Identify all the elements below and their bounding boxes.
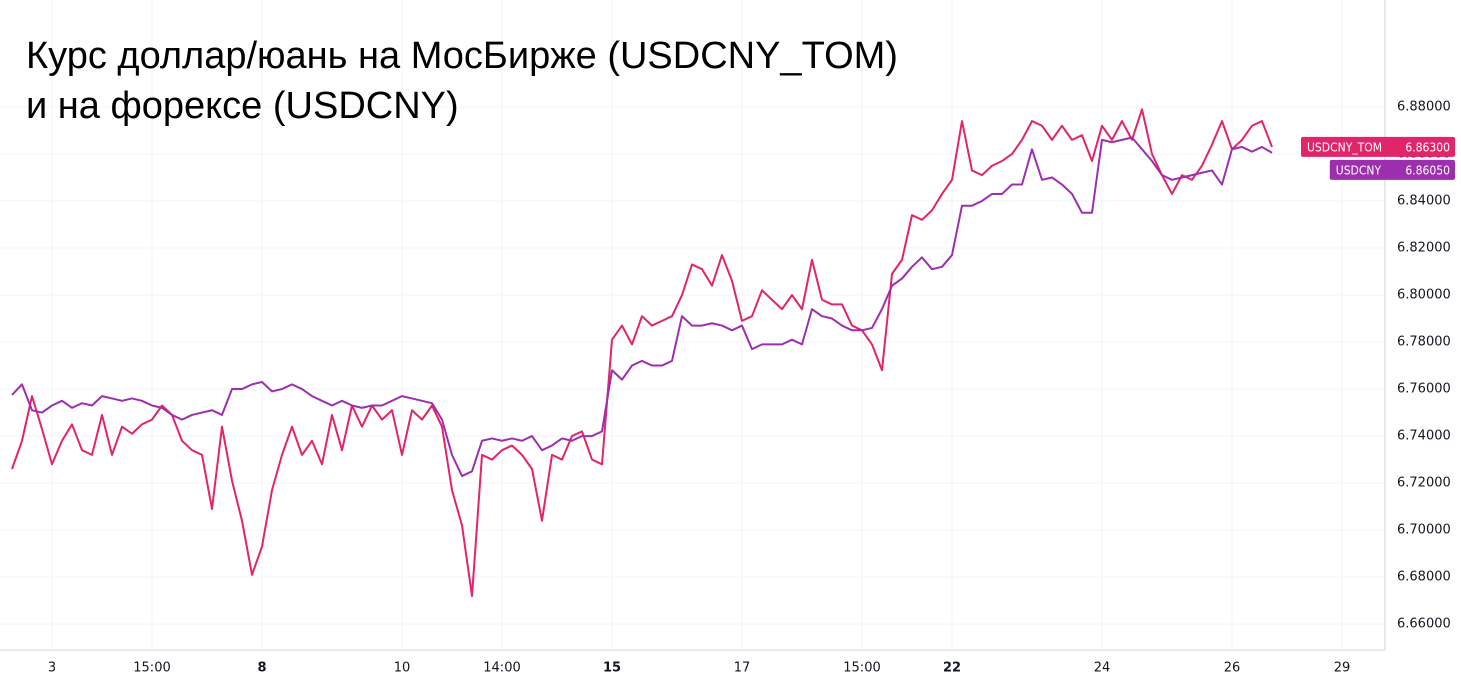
grid <box>0 0 1385 650</box>
y-tick-label: 6.78000 <box>1397 335 1451 350</box>
x-tick-label: 8 <box>257 661 266 676</box>
chart-title: Курс доллар/юань на МосБирже (USDCNY_TOM… <box>26 35 898 77</box>
x-tick-label: 29 <box>1334 661 1351 676</box>
y-tick-label: 6.68000 <box>1397 570 1451 585</box>
y-tick-label: 6.66000 <box>1397 617 1451 632</box>
plot <box>11 108 1273 597</box>
y-tick-label: 6.88000 <box>1397 99 1451 114</box>
x-tick-label: 14:00 <box>483 661 520 676</box>
series-line <box>11 108 1273 597</box>
x-tick-label: 3 <box>48 661 56 676</box>
y-tick-label: 6.80000 <box>1397 288 1451 303</box>
legend-label: USDCNY <box>1336 163 1382 177</box>
y-tick-label: 6.70000 <box>1397 523 1451 538</box>
x-tick-label: 15:00 <box>843 661 880 676</box>
price-tag: USDCNY_TOM 6.86300 <box>1301 136 1455 157</box>
price-tag-label: 6.86050 <box>1405 163 1450 177</box>
price-tag-box <box>1329 159 1455 180</box>
y-tick-label: 6.76000 <box>1397 382 1451 397</box>
series-line <box>11 136 1273 478</box>
price-tag: USDCNY 6.86050 <box>1329 159 1455 180</box>
price-tag-label: 6.86300 <box>1405 140 1450 154</box>
y-tick-label: 6.82000 <box>1397 241 1451 256</box>
x-tick-label: 22 <box>943 661 961 676</box>
legend-label: USDCNY_TOM <box>1307 140 1382 154</box>
x-tick-label: 17 <box>734 661 751 676</box>
x-tick-label: 26 <box>1224 661 1241 676</box>
y-tick-label: 6.74000 <box>1397 429 1451 444</box>
y-tick-label: 6.72000 <box>1397 476 1451 491</box>
chart-title: и на форексе (USDCNY) <box>26 85 459 127</box>
x-tick-label: 10 <box>394 661 411 676</box>
y-tick-label: 6.84000 <box>1397 193 1451 208</box>
x-tick-label: 24 <box>1094 661 1111 676</box>
x-tick-label: 15 <box>603 661 621 676</box>
price-tag-box <box>1301 136 1455 157</box>
x-tick-label: 15:00 <box>133 661 170 676</box>
